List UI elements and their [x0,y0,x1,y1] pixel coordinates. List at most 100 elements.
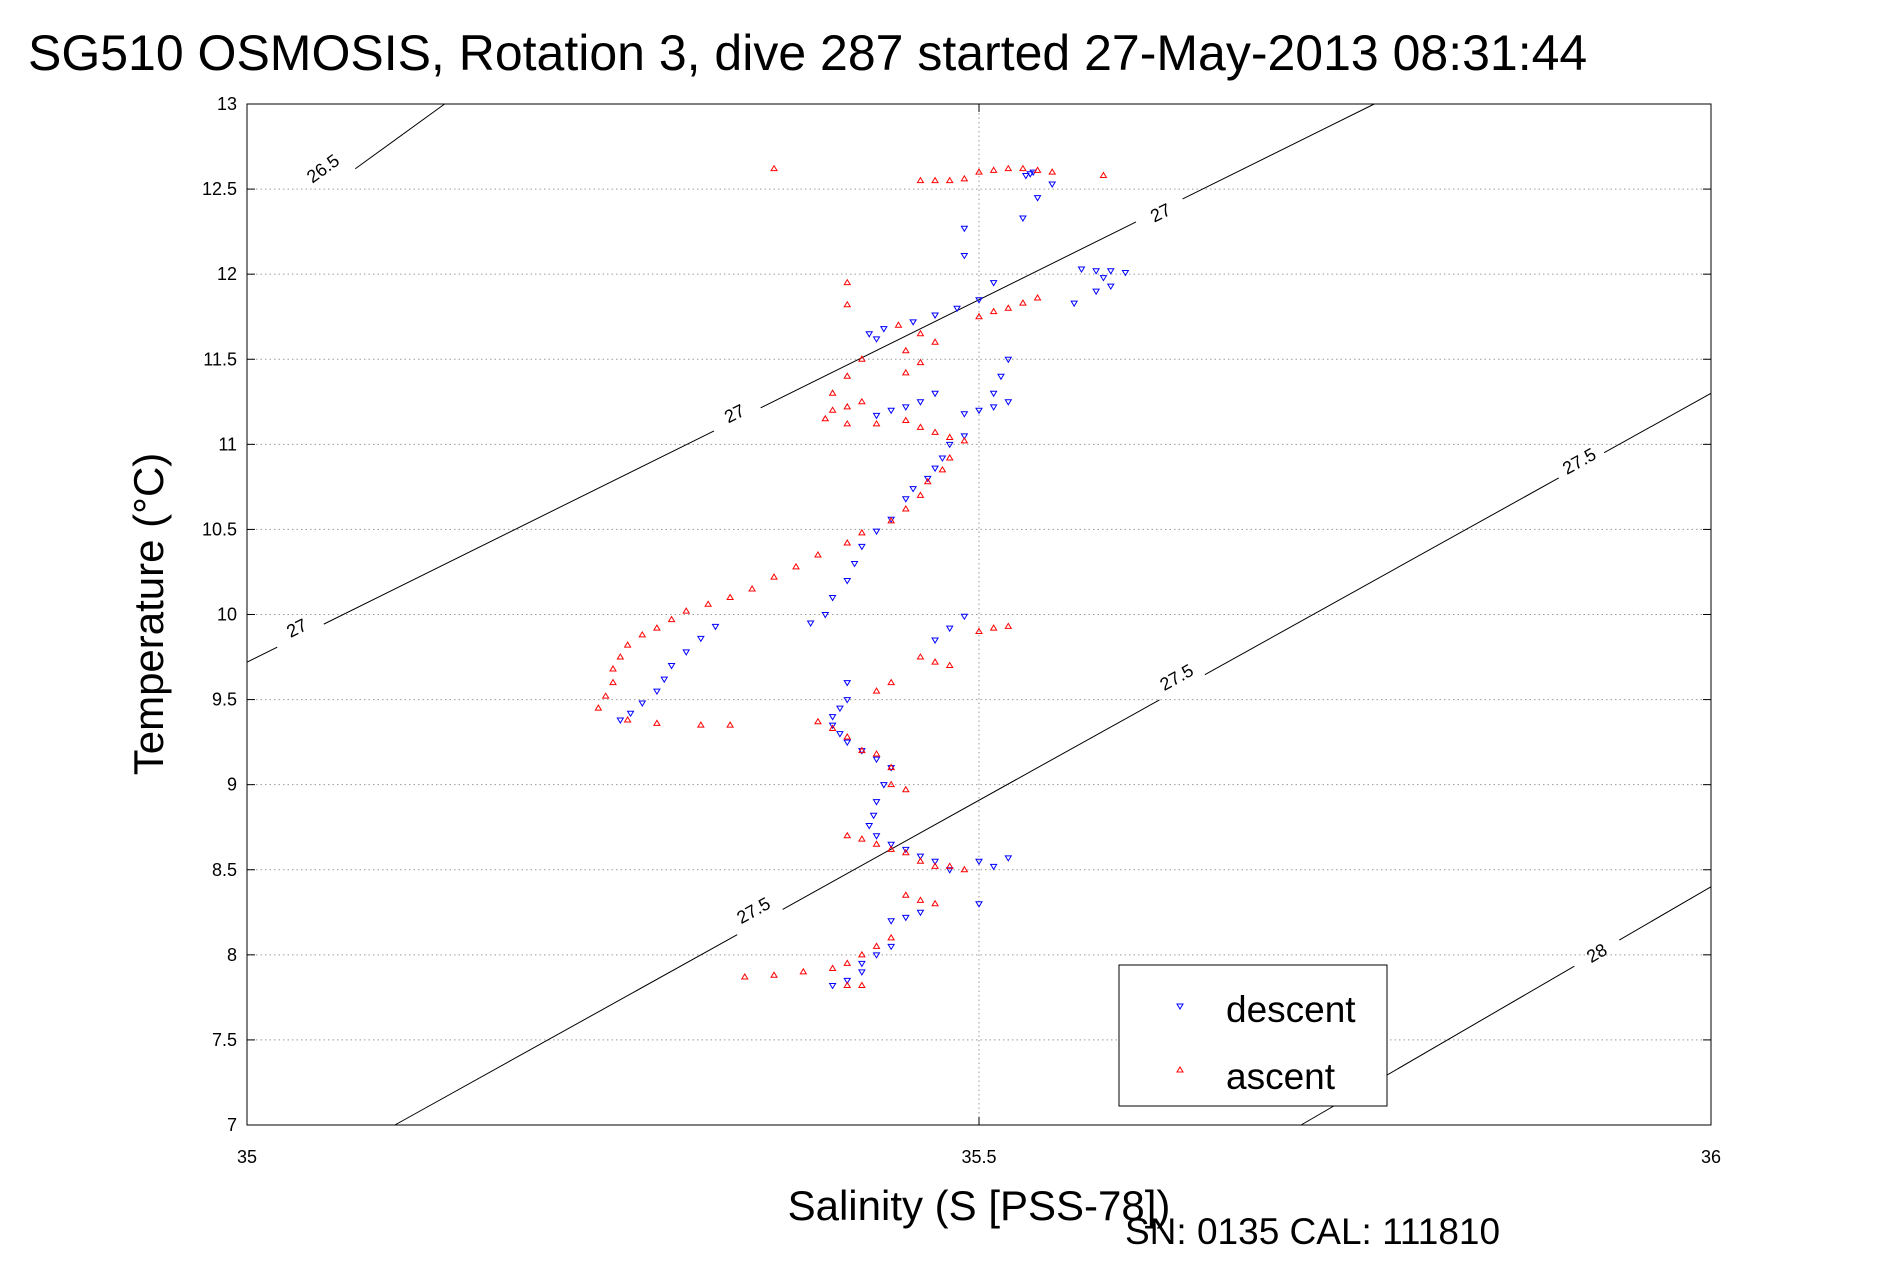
descent-point [931,390,939,398]
descent-point [938,455,947,462]
ascent-point [887,933,896,941]
ascent-point [814,550,822,558]
ascent-point [872,687,881,694]
descent-point [682,649,691,656]
ascent-point [975,627,983,635]
ascent-point [843,402,852,410]
descent-point [638,700,647,707]
ascent-point [814,717,822,725]
ascent-point [828,389,837,396]
ascent-point [989,624,998,631]
descent-point [1106,283,1115,291]
descent-point [1092,268,1101,275]
ascent-point [726,593,735,600]
descent-point [872,952,881,959]
descent-point [923,475,932,483]
ascent-point [843,831,852,839]
x-tick-label: 35 [237,1147,257,1167]
isopycnal-line [246,646,278,663]
ascent-point [857,835,866,842]
y-tick-label: 13 [217,94,237,114]
ascent-point [872,750,881,757]
ascent-point [799,967,808,975]
y-tick-label: 11.5 [203,349,237,369]
ascent-point [931,862,939,869]
descent-point [1048,181,1057,188]
descent-point [931,858,939,866]
x-tick-labels: 35 35.5 36 [237,1147,1721,1167]
ascent-point [616,653,625,660]
ascent-point [609,678,617,686]
ascent-point [843,372,852,379]
isopycnal-line [394,934,738,1126]
ascent-point [887,763,896,771]
descent-point [843,977,852,985]
y-axis-label: Temperature (°C) [125,453,172,776]
ascent-point [960,174,969,182]
ascent-point [1004,304,1013,311]
series-ascent [594,164,1108,988]
y-tick-label: 9.5 [212,690,237,710]
ascent-point [945,433,954,441]
ascent-point [916,491,925,498]
ascent-point [931,428,939,435]
descent-point [872,412,881,420]
descent-point [997,373,1005,381]
descent-point [931,465,939,473]
legend: descent ascent [1118,964,1388,1107]
ascent-point [901,848,910,856]
descent-point [989,404,998,411]
descent-point [1004,855,1013,862]
descent-point [916,909,925,917]
ascent-point [916,329,925,337]
descent-point [1099,275,1108,282]
descent-point [887,841,896,849]
ascent-point [887,678,896,686]
ascent-point [916,358,925,366]
ascent-point [975,312,983,320]
ascent-point [843,981,852,988]
ascent-point [638,630,647,638]
y-tick-label: 10.5 [202,519,237,539]
ascent-point [653,624,661,631]
isopycnal-line [760,221,1137,409]
descent-point [828,982,837,990]
descent-point [696,635,705,643]
isopycnal-line [1619,886,1712,941]
ascent-point [770,971,778,978]
ascent-point [901,346,910,354]
descent-point [960,252,969,260]
descent-point [960,433,969,440]
isopycnal-line [323,430,715,625]
legend-label-descent: descent [1226,989,1356,1030]
ascent-point [1099,171,1108,178]
descent-point [872,756,881,764]
series-descent [616,169,1130,990]
descent-point [945,867,954,874]
descent-point [836,705,844,713]
descent-point [872,336,881,343]
x-tick-label: 36 [1701,1147,1721,1167]
ascent-point [857,950,866,958]
ascent-point [843,278,852,286]
ascent-point [916,653,925,660]
ascent-point [945,862,954,869]
descent-point [616,717,625,724]
legend-marker-ascent [1176,1066,1184,1073]
descent-point [843,577,852,585]
legend-box [1118,964,1388,1107]
ascent-point [682,607,691,614]
descent-point [843,739,852,747]
descent-point [843,680,852,687]
ascent-point [792,562,800,570]
ascent-point [872,419,881,427]
descent-point [711,623,720,631]
ascent-point [894,321,903,328]
y-tick-label: 7.5 [212,1030,237,1050]
ascent-point [623,716,632,723]
chart-title: SG510 OSMOSIS, Rotation 3, dive 287 star… [28,25,1587,81]
descent-point [1019,215,1027,222]
descent-point [865,331,874,338]
ascent-point [1033,294,1042,301]
